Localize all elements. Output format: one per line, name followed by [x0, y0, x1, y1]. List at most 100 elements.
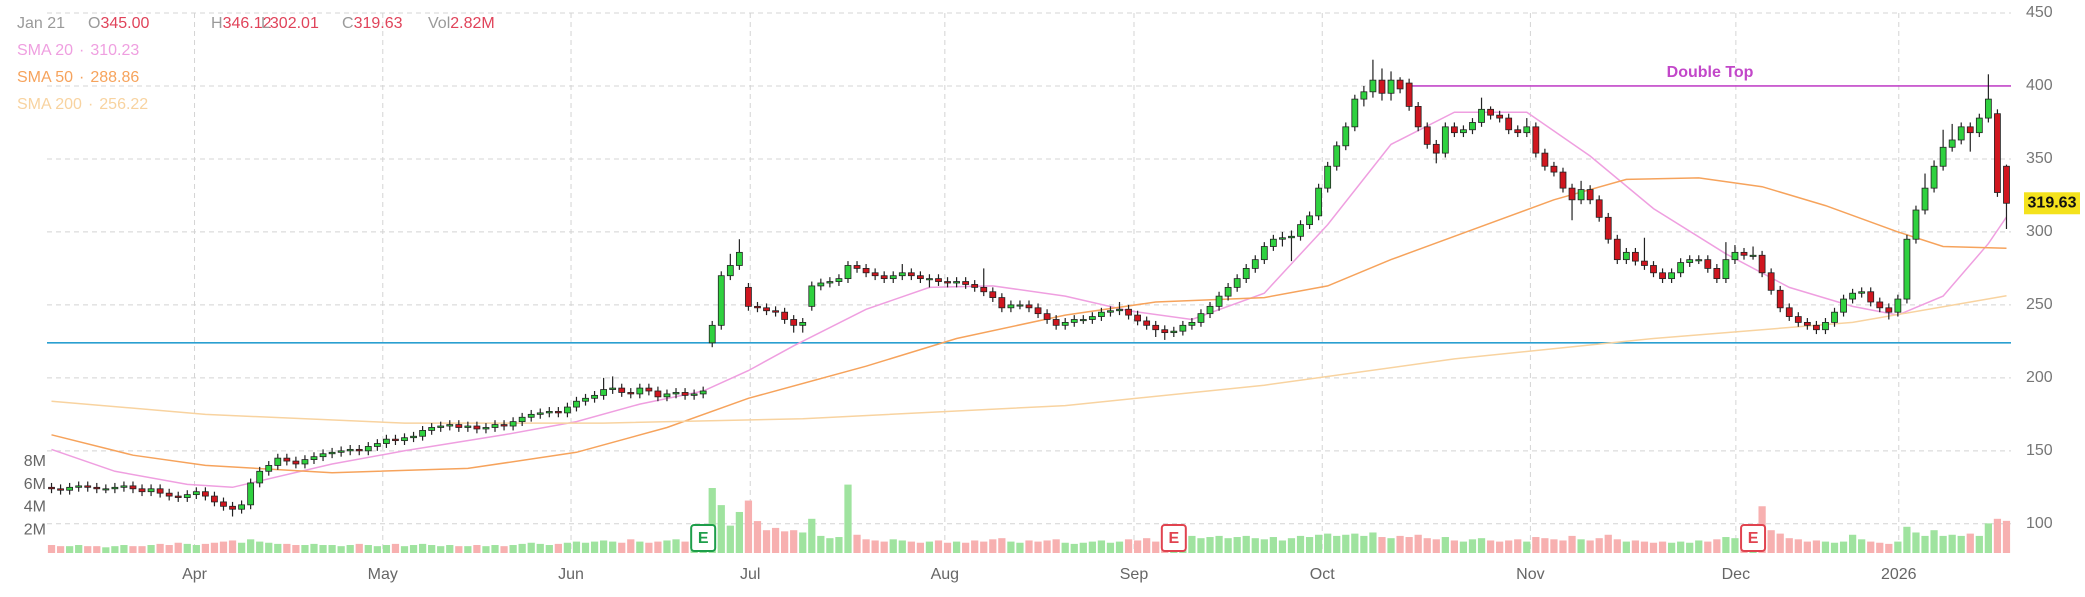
field-key: L [261, 15, 270, 32]
volume-bar [1278, 540, 1287, 553]
volume-bar [1776, 533, 1784, 553]
legend-entry: SMA 200 · 256.22 [17, 96, 148, 113]
candle-body [1803, 322, 1811, 326]
legend-name: SMA 200 [17, 96, 82, 113]
header-date: Jan 21 [17, 15, 65, 32]
x-tick-label: Oct [1310, 566, 1335, 583]
candle-body [2003, 165, 2010, 204]
volume-tick-label: 4M [24, 499, 46, 516]
volume-bar [1242, 535, 1250, 553]
volume-bar [382, 545, 391, 553]
candle-body [129, 485, 137, 490]
candle-body [1858, 291, 1866, 294]
line-layer [47, 85, 2011, 489]
volume-bar [1640, 541, 1649, 553]
candle-body [1206, 305, 1214, 315]
volume-bar [1052, 539, 1060, 553]
volume-bar [346, 545, 354, 553]
candle-body [889, 275, 897, 280]
candle-body [1885, 307, 1893, 313]
candle-body [111, 486, 119, 490]
volume-bar [654, 541, 662, 553]
candle-body [1695, 259, 1703, 262]
volume-bar [292, 545, 300, 553]
candle-body [1134, 314, 1141, 322]
volume-bar [1667, 542, 1676, 553]
volume-bar [1459, 541, 1468, 553]
candle-body [1496, 114, 1504, 119]
volume-bar [762, 530, 771, 553]
volume-bar [1143, 538, 1151, 553]
volume-bar [391, 543, 400, 553]
volume-bar [500, 546, 508, 553]
volume-bar [274, 543, 282, 553]
candle-body [835, 278, 843, 282]
volume-bar [1613, 539, 1621, 553]
candle-body [663, 393, 671, 398]
candle-body [962, 281, 970, 285]
volume-bar [1939, 535, 1947, 553]
volume-bar [373, 546, 381, 553]
candle-body [1767, 272, 1775, 291]
candle-body [898, 272, 906, 277]
field-value: 2.82M [450, 15, 494, 32]
candle-body [1776, 289, 1784, 309]
candle-body [1152, 324, 1160, 331]
volume-bar [1505, 540, 1513, 553]
volume-bar [319, 545, 327, 553]
volume-bar [1848, 534, 1857, 553]
volume-bar [491, 545, 499, 553]
candle-body [754, 305, 761, 309]
volume-bar [418, 543, 427, 553]
candle-body [1088, 316, 1096, 320]
header-volume: Vol2.82M [428, 15, 495, 32]
candle-body [1333, 145, 1341, 167]
volume-bar [328, 545, 336, 553]
candle-body [1722, 259, 1730, 280]
candle-body [337, 450, 345, 453]
candle-body [1342, 126, 1350, 147]
volume-bar [129, 546, 137, 553]
sma-line [51, 111, 2008, 489]
volume-bar [1034, 541, 1042, 553]
volume-bar [1342, 534, 1350, 553]
candle-body [1903, 238, 1911, 300]
volume-bar [817, 535, 825, 553]
candle-body [799, 322, 807, 326]
candle-body [473, 425, 481, 430]
candle-body [1559, 171, 1567, 189]
candle-body [1161, 329, 1169, 334]
volume-bar [1324, 533, 1332, 553]
volume-bar [1912, 532, 1920, 553]
candle-body [1251, 259, 1259, 269]
volume-bar [599, 540, 608, 553]
volume-bar [663, 540, 671, 553]
volume-bar [192, 545, 200, 553]
volume-bar [545, 545, 553, 553]
volume-bar [1468, 539, 1477, 553]
volume-bar [771, 527, 780, 553]
candle-body [1822, 322, 1829, 331]
candle-body [120, 485, 128, 488]
candle-body [545, 411, 553, 414]
volume-bar [210, 542, 219, 553]
candle-body [1061, 322, 1069, 326]
volume-bar [1124, 539, 1133, 553]
volume-bar [1251, 538, 1259, 553]
volume-bar [1993, 518, 2002, 553]
volume-bar [1695, 540, 1703, 553]
field-key: C [342, 15, 354, 32]
candle-body [1441, 126, 1449, 154]
candle-body [1867, 291, 1875, 303]
volume-bar [437, 546, 445, 553]
volume-bar [726, 525, 734, 553]
candle-body [410, 435, 417, 439]
volume-bar [301, 545, 309, 553]
volume-bar [1830, 542, 1839, 553]
candle-body [328, 451, 336, 455]
volume-bar [1523, 541, 1531, 553]
candle-body [1704, 259, 1712, 269]
candle-body [1613, 238, 1621, 261]
volume-bar [1713, 539, 1721, 553]
